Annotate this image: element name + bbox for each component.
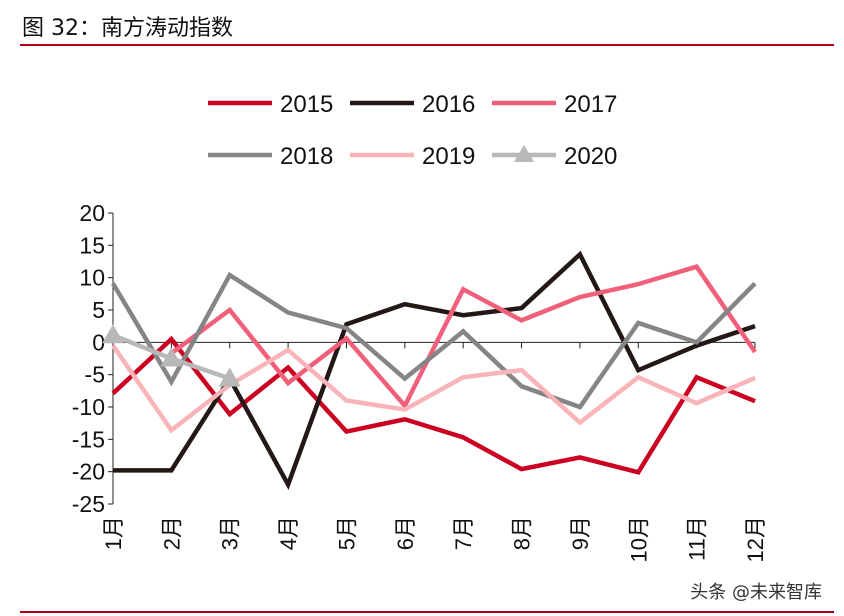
data-point-2020 bbox=[102, 324, 124, 344]
x-tick-label: 10月 bbox=[626, 516, 651, 562]
y-tick-label: 0 bbox=[92, 329, 105, 355]
legend-label-2018: 2018 bbox=[280, 143, 333, 170]
y-tick-label: 10 bbox=[79, 265, 105, 291]
watermark: 头条 @未来智库 bbox=[690, 582, 822, 603]
legend-label-2015: 2015 bbox=[280, 91, 333, 118]
y-tick-label: 20 bbox=[79, 200, 105, 226]
y-tick-label: -25 bbox=[72, 491, 105, 517]
x-tick-label: 7月 bbox=[451, 516, 476, 550]
figure-title: 图 32：南方涛动指数 bbox=[22, 16, 233, 41]
legend-label-2020: 2020 bbox=[564, 143, 617, 170]
bottom-rule bbox=[20, 611, 834, 613]
x-tick-label: 6月 bbox=[393, 516, 418, 550]
x-tick-label: 12月 bbox=[743, 516, 768, 562]
y-tick-label: -15 bbox=[72, 426, 105, 452]
x-tick-label: 11月 bbox=[685, 516, 710, 561]
x-tick-label: 2月 bbox=[159, 516, 184, 550]
legend-label-2017: 2017 bbox=[564, 91, 617, 118]
series-line-2015 bbox=[111, 335, 756, 475]
y-tick-label: -5 bbox=[85, 362, 105, 388]
x-tick-label: 4月 bbox=[276, 516, 301, 550]
y-tick-label: 15 bbox=[79, 232, 105, 258]
legend-marker-2020 bbox=[514, 145, 534, 162]
legend-label-2019: 2019 bbox=[422, 143, 475, 170]
x-tick-label: 9月 bbox=[568, 516, 593, 550]
series-line-2019 bbox=[111, 344, 756, 434]
x-tick-label: 3月 bbox=[218, 516, 243, 550]
y-tick-label: -10 bbox=[72, 394, 105, 420]
top-rule bbox=[20, 44, 834, 46]
y-tick-label: -20 bbox=[72, 459, 105, 485]
x-tick-label: 5月 bbox=[334, 516, 359, 550]
series-line-2018 bbox=[111, 271, 757, 410]
x-tick-label: 8月 bbox=[510, 516, 535, 550]
x-tick-label: 1月 bbox=[101, 516, 126, 550]
legend-label-2016: 2016 bbox=[422, 91, 475, 118]
data-point-2020 bbox=[218, 367, 241, 387]
series-line-2017 bbox=[170, 264, 757, 410]
y-tick-label: 5 bbox=[92, 297, 105, 323]
data-point-2020 bbox=[160, 347, 183, 367]
